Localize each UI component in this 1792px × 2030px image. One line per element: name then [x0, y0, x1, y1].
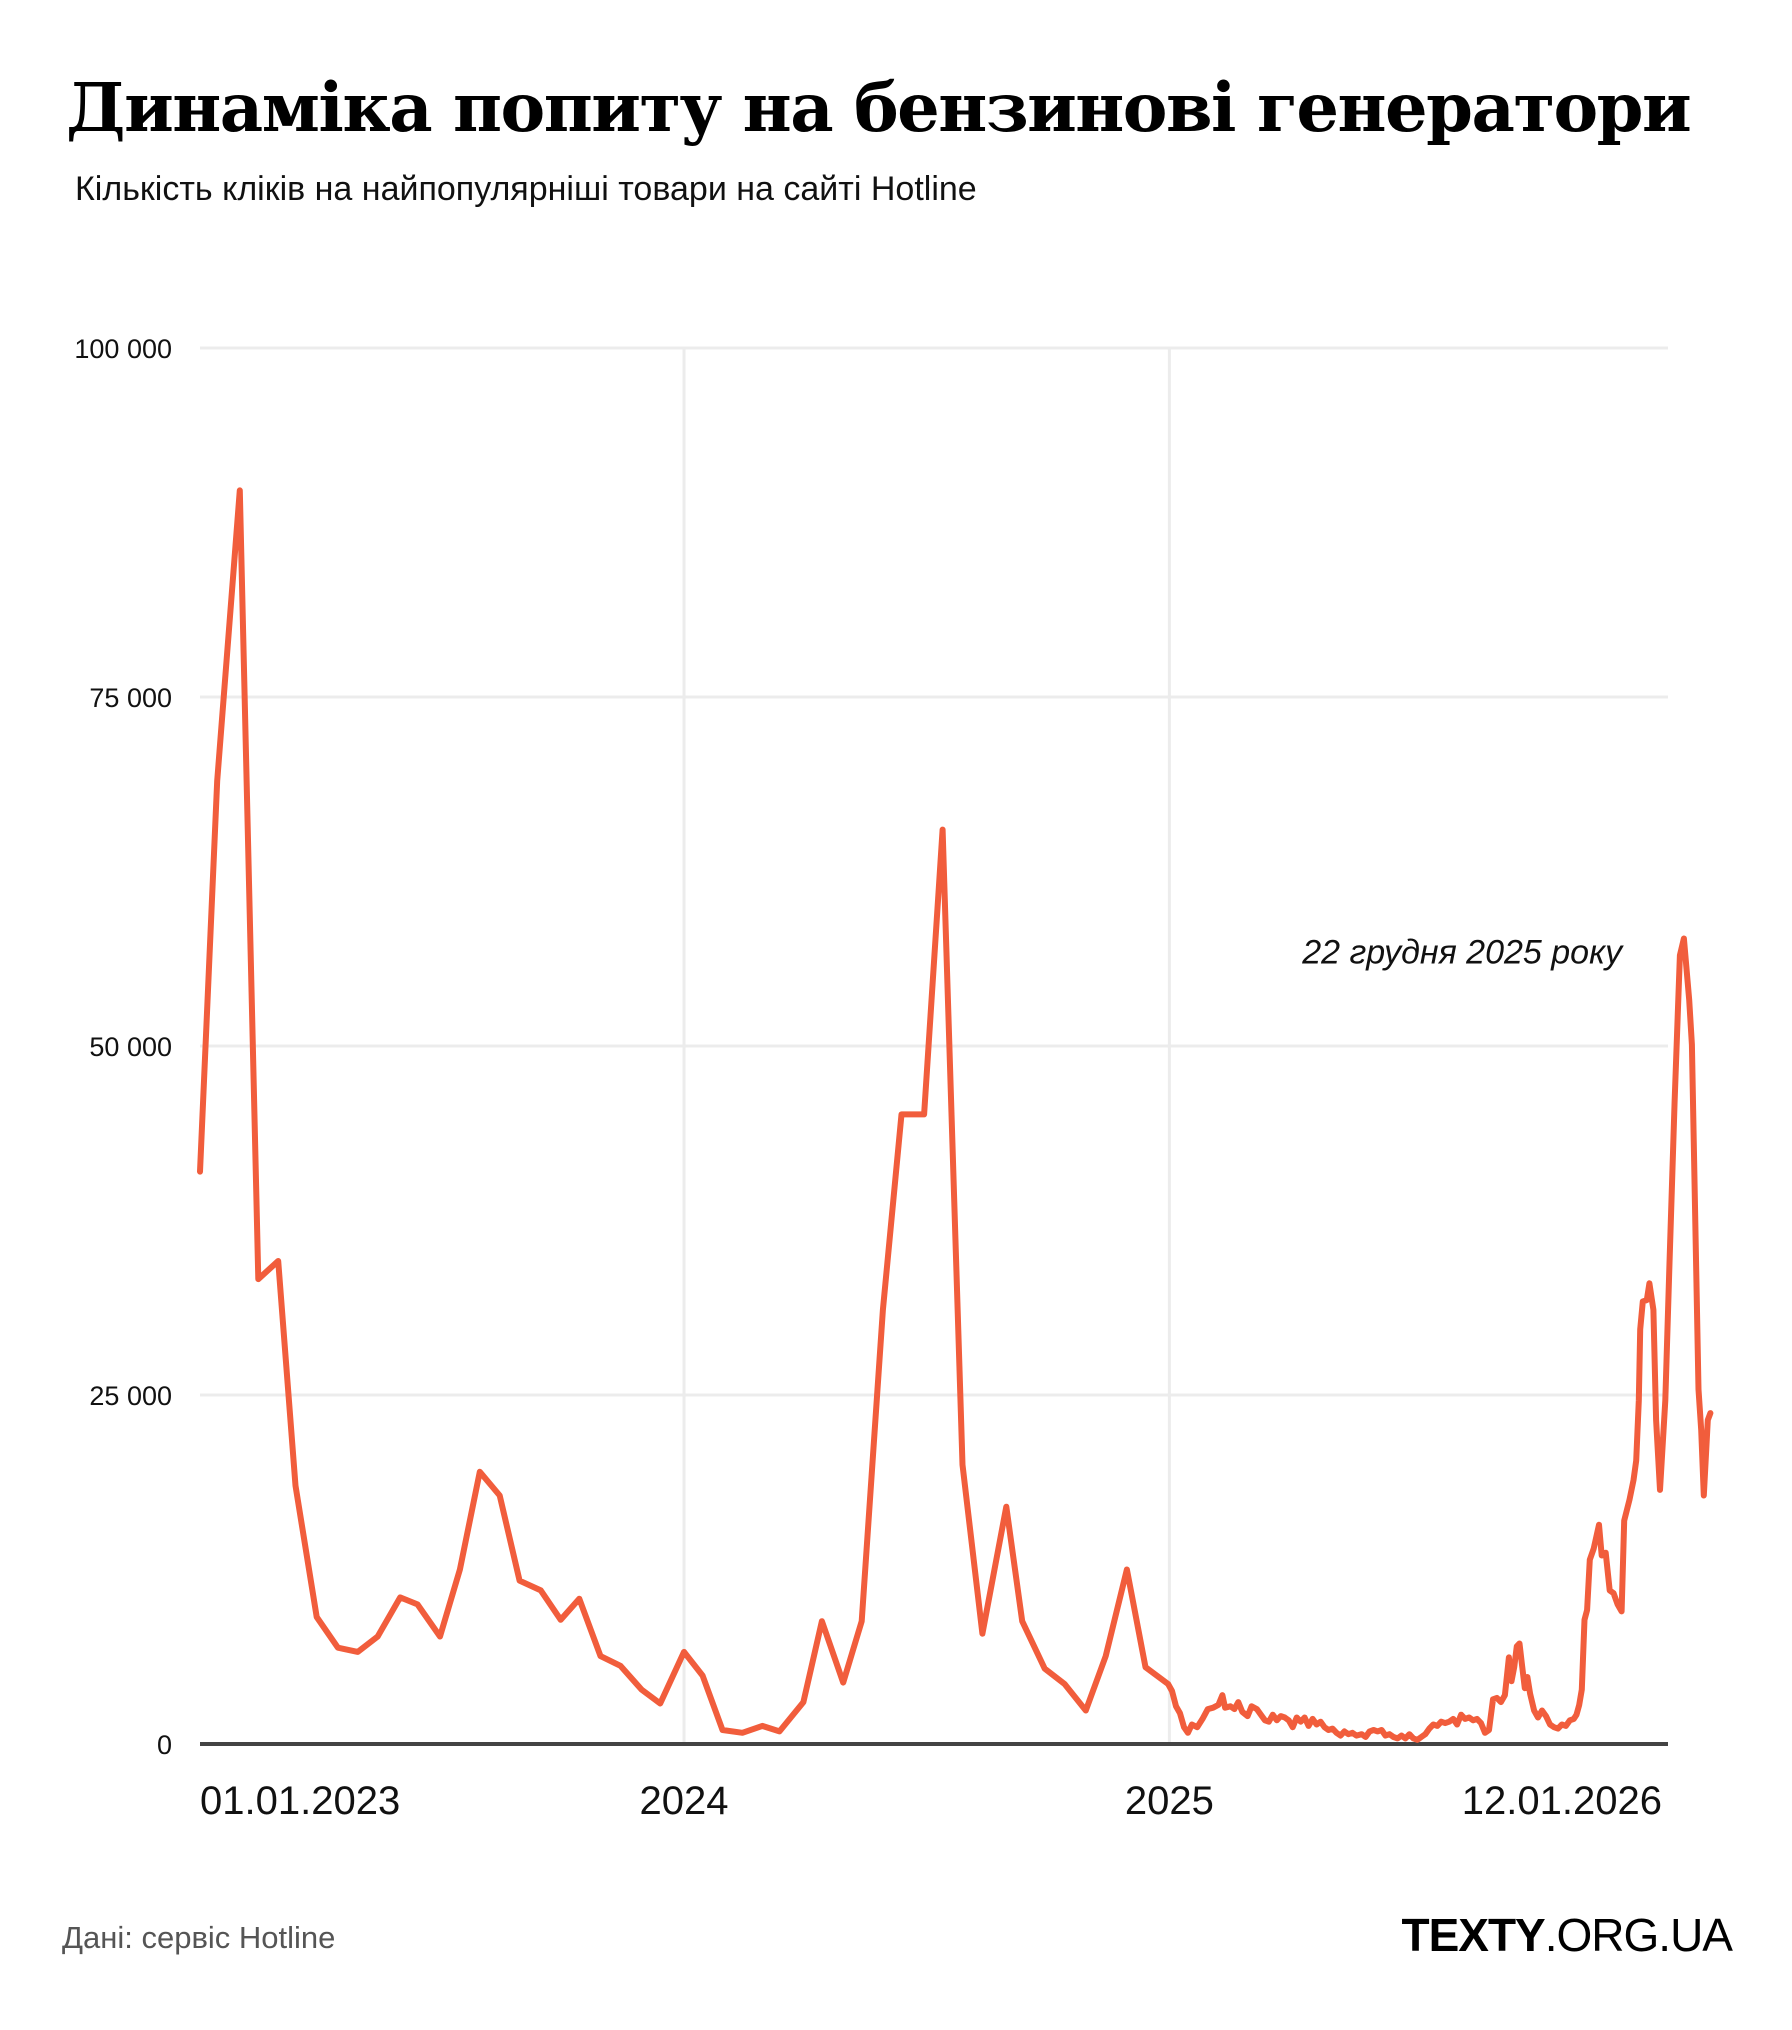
brand-logo[interactable]: TEXTY.ORG.UA	[1401, 1908, 1734, 1962]
y-tick-label: 25 000	[89, 1381, 172, 1411]
x-axis-labels: 01.01.2023 2024 2025 12.01.2026	[200, 1779, 1662, 1823]
y-gridlines	[200, 346, 1668, 1397]
brand-bold: TEXTY	[1401, 1909, 1546, 1961]
x-tick-label: 2025	[1125, 1779, 1214, 1823]
x-tick-label: 12.01.2026	[1462, 1779, 1662, 1823]
brand-light: .ORG.UA	[1544, 1909, 1733, 1961]
chart-title: Динаміка попиту на бензинові генератори	[66, 68, 1692, 147]
peak-annotation: 22 грудня 2025 року	[1301, 934, 1624, 972]
x-tick-label: 2024	[640, 1779, 729, 1823]
x-gridlines	[682, 348, 1171, 1744]
chart-subtitle: Кількість кліків на найпопулярніші товар…	[75, 170, 977, 208]
y-axis-labels: 0 25 000 50 000 75 000 100 000	[74, 334, 172, 1760]
clicks-series-line	[197, 487, 1714, 1743]
x-tick-label: 01.01.2023	[200, 1779, 400, 1823]
y-tick-label: 50 000	[89, 1032, 172, 1062]
data-source-note: Дані: сервіс Hotline	[62, 1920, 336, 1955]
y-tick-label: 75 000	[89, 683, 172, 713]
y-tick-label: 0	[157, 1730, 172, 1760]
y-tick-label: 100 000	[74, 334, 172, 364]
